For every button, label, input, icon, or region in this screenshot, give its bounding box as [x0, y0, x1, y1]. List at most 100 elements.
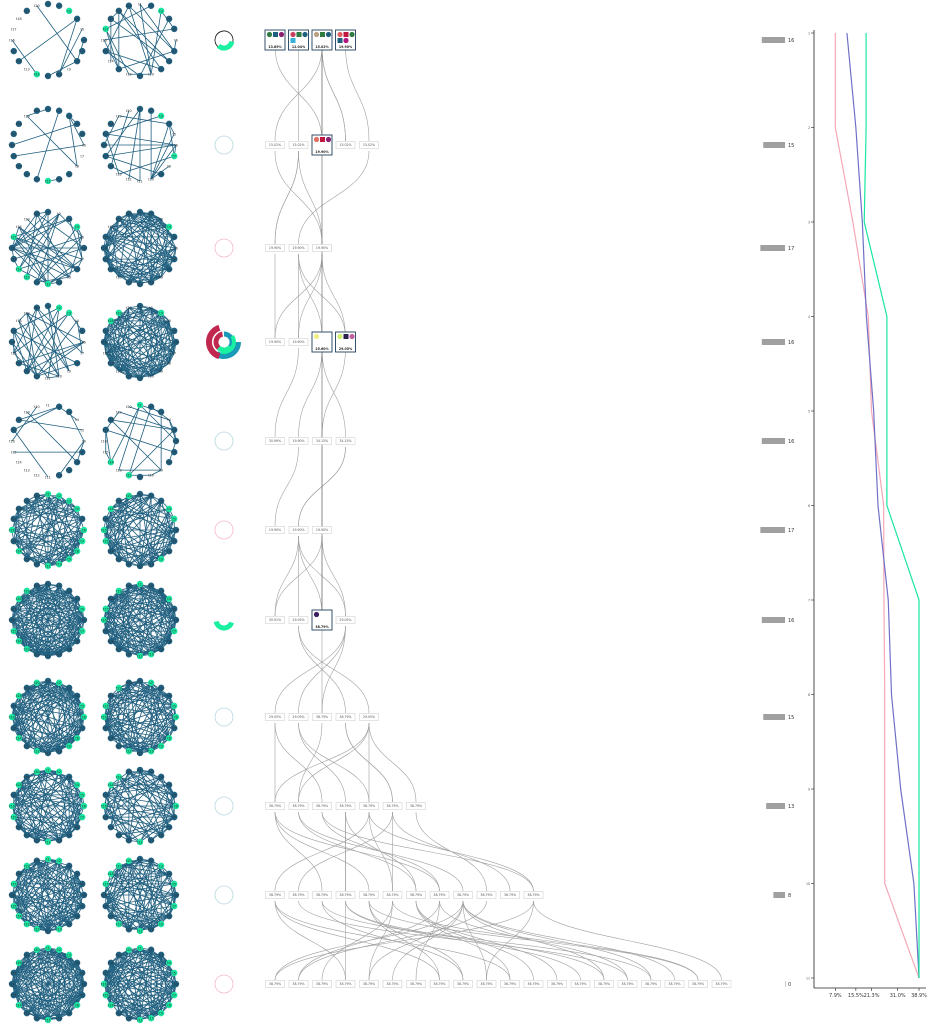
network-node: [55, 582, 63, 589]
network-edge: [118, 312, 162, 372]
network-edge: [128, 860, 141, 932]
count-bar: [773, 892, 785, 898]
x-tick-label: 21.3%: [864, 993, 880, 999]
network-node-label: t11: [137, 929, 143, 933]
network-node: [73, 595, 81, 603]
network-edge: [139, 716, 177, 754]
network-node: [65, 951, 73, 959]
network-edge: [118, 816, 175, 836]
network-node: [136, 927, 144, 935]
network-edge: [128, 213, 175, 260]
network-edge: [103, 865, 120, 896]
network-node-label: t6: [174, 715, 178, 719]
network-edge: [105, 529, 177, 542]
network-edge: [18, 776, 70, 828]
network-node-label: t10: [148, 178, 154, 182]
network-node-label: t17: [103, 704, 109, 708]
network-node-label: t6: [82, 618, 86, 622]
network-node: [136, 944, 144, 952]
network-node-label: t9: [67, 173, 71, 177]
network-node: [107, 120, 115, 128]
network-node: [10, 969, 17, 977]
network-edge: [18, 784, 85, 807]
network-edge: [160, 687, 170, 739]
network-edge: [118, 860, 152, 925]
network-node-label: t2: [149, 212, 153, 216]
network-node-label: t14: [16, 550, 22, 554]
network-node: [23, 773, 31, 781]
network-node-label: t16: [9, 715, 15, 719]
network-node-label: t15: [103, 994, 109, 998]
network-node-label: t4: [167, 507, 171, 511]
network-edge: [47, 495, 60, 567]
network-node: [79, 902, 86, 910]
network-node: [55, 472, 63, 479]
y-tick-label: 4: [808, 315, 810, 319]
network-node-label: t17: [103, 517, 109, 521]
network-node-label: t1: [138, 679, 142, 683]
network-edge: [110, 508, 120, 560]
x-tick-label: 7.9%: [829, 993, 842, 999]
network-edge: [118, 954, 177, 985]
sankey-node: 38.79%: [288, 802, 309, 810]
network-node: [15, 359, 23, 367]
network-edge: [118, 776, 175, 818]
network-node-label: t13: [24, 648, 30, 652]
network-node-label: t8: [75, 1004, 79, 1008]
network-node-label: t14: [16, 60, 22, 64]
network-node: [15, 547, 23, 555]
network-edge: [103, 949, 130, 985]
network-node: [79, 702, 86, 710]
network-right: t1 t2t3t4t5t6t7t8t9t10t11t12t13t14t15t16t…: [100, 208, 178, 288]
network-edge: [118, 155, 175, 175]
network-node: [79, 791, 86, 799]
network-edge: [139, 1004, 170, 1021]
network-node: [15, 870, 23, 878]
sankey-node-swatch: [290, 31, 296, 38]
network-node-label: t18: [108, 122, 114, 126]
network-node-label: t18: [108, 418, 114, 422]
network-node-label: t6: [174, 38, 178, 42]
network-node-label: t18: [16, 17, 22, 21]
sankey-link: [392, 900, 699, 981]
network-edge: [18, 598, 70, 650]
sankey-node-label: 38.79%: [668, 982, 680, 986]
network-node-label: t16: [101, 715, 107, 719]
network-node-label: t8: [167, 461, 171, 465]
ring-indicator: [214, 431, 234, 451]
network-node: [44, 0, 52, 8]
network-edge: [128, 682, 175, 707]
sankey-node: 38.79%: [311, 609, 333, 631]
network-node: [115, 555, 123, 563]
network-node-label: t20: [126, 859, 132, 863]
network-edge: [139, 211, 177, 249]
sankey-node: 19.90%: [288, 338, 309, 346]
network-node-label: t12: [126, 928, 132, 932]
sankey-node: 19.90%: [288, 244, 309, 252]
network-edge: [11, 619, 49, 657]
network-node: [65, 112, 73, 120]
network-edge: [26, 312, 60, 377]
network-edge: [13, 858, 49, 907]
network-edge: [11, 619, 83, 632]
network-edge: [118, 687, 170, 739]
network-node-label: t6: [174, 618, 178, 622]
network-node: [136, 72, 144, 80]
sankey-node: 29.05%: [265, 713, 285, 721]
network-edge: [105, 705, 175, 729]
network-edge: [18, 826, 70, 836]
network-node-label: t5: [80, 882, 84, 886]
network-node-label: t4: [167, 783, 171, 787]
network-node-label: t8: [167, 60, 171, 64]
network-edge: [26, 590, 83, 632]
network-edge: [58, 860, 83, 907]
network-node-label: t7: [80, 258, 84, 262]
network-edge: [18, 590, 70, 600]
network-node-label: t14: [108, 640, 114, 644]
network-node-label: t9: [67, 1012, 71, 1016]
network-edge: [105, 905, 162, 925]
network-edge: [103, 680, 141, 718]
network-edge: [105, 508, 112, 542]
sankey-node-label: 38.79%: [269, 804, 281, 808]
sankey-node-label: 29.05%: [339, 618, 351, 622]
